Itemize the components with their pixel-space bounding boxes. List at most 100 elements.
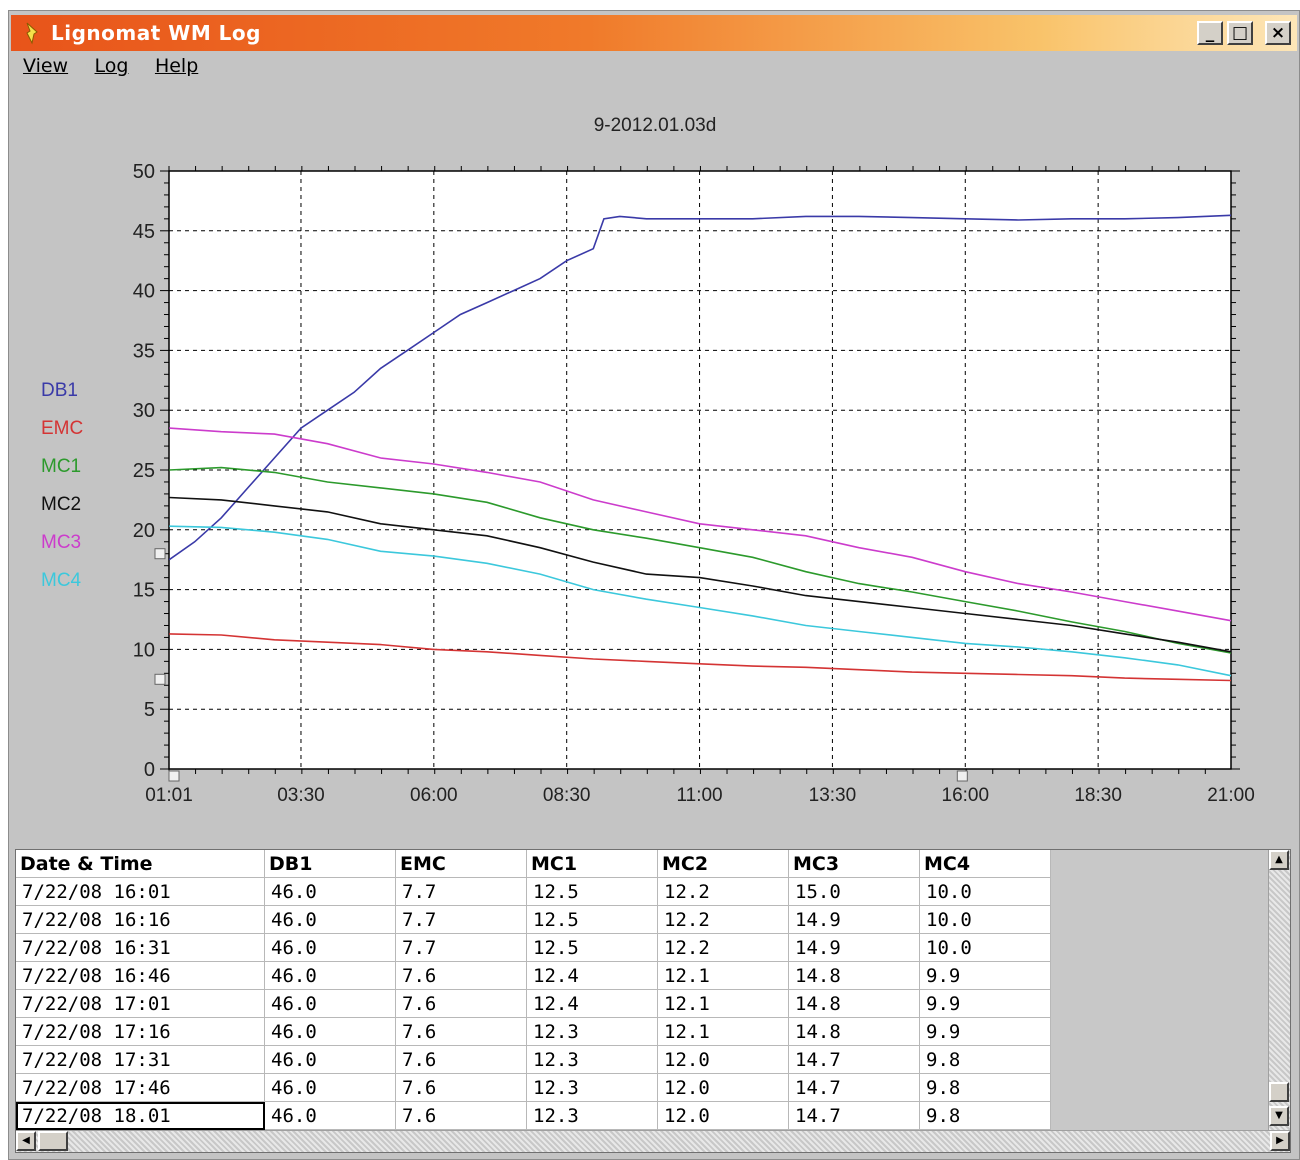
column-header-mc3[interactable]: MC3 <box>788 850 920 878</box>
scroll-down-icon[interactable]: ▼ <box>1269 1106 1289 1126</box>
table-cell[interactable]: 46.0 <box>264 989 396 1018</box>
table-cell[interactable]: 12.3 <box>526 1045 658 1074</box>
table-cell[interactable]: 7.6 <box>395 961 527 990</box>
y-tick-label: 20 <box>133 520 155 542</box>
table-cell[interactable]: 14.9 <box>788 933 920 962</box>
table-cell[interactable]: 12.2 <box>657 905 789 934</box>
table-row[interactable]: 7/22/08 17:16 46.0 7.6 12.3 12.1 14.8 9.9 <box>16 1017 1051 1046</box>
table-cell[interactable]: 12.3 <box>526 1017 658 1046</box>
table-cell[interactable]: 12.1 <box>657 1017 789 1046</box>
table-row[interactable]: 7/22/08 17:01 46.0 7.6 12.4 12.1 14.8 9.9 <box>16 989 1051 1018</box>
table-cell[interactable]: 12.3 <box>526 1073 658 1102</box>
column-header-date-time[interactable]: Date & Time <box>16 850 265 878</box>
table-cell[interactable]: 12.5 <box>526 933 658 962</box>
table-cell[interactable]: 7.6 <box>395 1073 527 1102</box>
table-cell[interactable]: 12.5 <box>526 877 658 906</box>
series-line-emc <box>169 633 1232 682</box>
table-cell[interactable]: 46.0 <box>264 961 396 990</box>
horizontal-scrollbar[interactable]: ◀ ▶ <box>16 1130 1290 1152</box>
column-header-db1[interactable]: DB1 <box>264 850 396 878</box>
table-cell[interactable]: 7/22/08 16:31 <box>16 933 265 962</box>
column-header-emc[interactable]: EMC <box>395 850 527 878</box>
table-cell[interactable]: 12.2 <box>657 933 789 962</box>
table-cell[interactable]: 9.8 <box>919 1073 1051 1102</box>
table-row[interactable]: 7/22/08 18.01 46.0 7.6 12.3 12.0 14.7 9.8 <box>16 1101 1051 1130</box>
x-tick-label: 16:00 <box>942 785 990 806</box>
scroll-right-icon[interactable]: ▶ <box>1270 1131 1290 1151</box>
table-row[interactable]: 7/22/08 17:46 46.0 7.6 12.3 12.0 14.7 9.8 <box>16 1073 1051 1102</box>
table-cell[interactable]: 46.0 <box>264 905 396 934</box>
table-cell[interactable]: 12.4 <box>526 989 658 1018</box>
table-cell[interactable]: 7/22/08 17:31 <box>16 1045 265 1074</box>
table-cell[interactable]: 7.6 <box>395 1045 527 1074</box>
table-cell[interactable]: 9.9 <box>919 989 1051 1018</box>
menu-view[interactable]: View <box>23 55 68 77</box>
column-header-mc2[interactable]: MC2 <box>657 850 789 878</box>
y-tick-label: 0 <box>144 759 155 781</box>
table-cell[interactable]: 14.8 <box>788 1017 920 1046</box>
table-row[interactable]: 7/22/08 17:31 46.0 7.6 12.3 12.0 14.7 9.8 <box>16 1045 1051 1074</box>
table-cell[interactable]: 7/22/08 18.01 <box>16 1101 265 1130</box>
table-cell[interactable]: 14.7 <box>788 1073 920 1102</box>
table-cell[interactable]: 14.8 <box>788 989 920 1018</box>
table-cell[interactable]: 7.6 <box>395 1017 527 1046</box>
table-cell[interactable]: 14.7 <box>788 1045 920 1074</box>
table-row[interactable]: 7/22/08 16:16 46.0 7.7 12.5 12.2 14.9 10.0 <box>16 905 1051 934</box>
table-cell[interactable]: 12.4 <box>526 961 658 990</box>
table-cell[interactable]: 7.6 <box>395 989 527 1018</box>
maximize-button[interactable]: □ <box>1227 21 1253 45</box>
table-cell[interactable]: 12.0 <box>657 1073 789 1102</box>
column-header-mc1[interactable]: MC1 <box>526 850 658 878</box>
scroll-left-icon[interactable]: ◀ <box>16 1131 36 1151</box>
table-cell[interactable]: 7/22/08 17:46 <box>16 1073 265 1102</box>
table-cell[interactable]: 12.2 <box>657 877 789 906</box>
series-line-mc2 <box>169 496 1232 653</box>
table-cell[interactable]: 12.1 <box>657 961 789 990</box>
title-bar[interactable]: Lignomat WM Log _ □ × <box>11 15 1297 51</box>
table-cell[interactable]: 7.7 <box>395 933 527 962</box>
legend-entry-emc: EMC <box>41 418 83 439</box>
table-cell[interactable]: 12.0 <box>657 1045 789 1074</box>
table-cell[interactable]: 9.8 <box>919 1101 1051 1130</box>
table-cell[interactable]: 9.9 <box>919 1017 1051 1046</box>
table-cell[interactable]: 7.7 <box>395 905 527 934</box>
table-cell[interactable]: 7/22/08 17:16 <box>16 1017 265 1046</box>
table-cell[interactable]: 7/22/08 16:16 <box>16 905 265 934</box>
horizontal-scroll-thumb[interactable] <box>38 1131 68 1151</box>
table-row[interactable]: 7/22/08 16:31 46.0 7.7 12.5 12.2 14.9 10.0 <box>16 933 1051 962</box>
table-cell[interactable]: 10.0 <box>919 905 1051 934</box>
table-cell[interactable]: 12.0 <box>657 1101 789 1130</box>
table-cell[interactable]: 46.0 <box>264 1017 396 1046</box>
table-cell[interactable]: 12.3 <box>526 1101 658 1130</box>
table-cell[interactable]: 46.0 <box>264 1045 396 1074</box>
table-cell[interactable]: 46.0 <box>264 933 396 962</box>
vertical-scrollbar[interactable]: ▲ ▼ <box>1268 850 1290 1130</box>
table-cell[interactable]: 7/22/08 16:01 <box>16 877 265 906</box>
table-cell[interactable]: 10.0 <box>919 933 1051 962</box>
table-cell[interactable]: 15.0 <box>788 877 920 906</box>
table-cell[interactable]: 7/22/08 17:01 <box>16 989 265 1018</box>
table-cell[interactable]: 7.7 <box>395 877 527 906</box>
table-cell[interactable]: 14.9 <box>788 905 920 934</box>
table-row[interactable]: 7/22/08 16:46 46.0 7.6 12.4 12.1 14.8 9.9 <box>16 961 1051 990</box>
table-cell[interactable]: 14.7 <box>788 1101 920 1130</box>
table-cell[interactable]: 46.0 <box>264 877 396 906</box>
table-row[interactable]: 7/22/08 16:01 46.0 7.7 12.5 12.2 15.0 10.0 <box>16 877 1051 906</box>
table-cell[interactable]: 10.0 <box>919 877 1051 906</box>
table-cell[interactable]: 14.8 <box>788 961 920 990</box>
table-cell[interactable]: 12.1 <box>657 989 789 1018</box>
table-cell[interactable]: 7/22/08 16:46 <box>16 961 265 990</box>
table-cell[interactable]: 9.8 <box>919 1045 1051 1074</box>
table-cell[interactable]: 12.5 <box>526 905 658 934</box>
menu-help[interactable]: Help <box>155 55 198 77</box>
close-button[interactable]: × <box>1265 21 1291 45</box>
table-cell[interactable]: 7.6 <box>395 1101 527 1130</box>
scroll-up-icon[interactable]: ▲ <box>1269 850 1289 870</box>
menu-log[interactable]: Log <box>95 55 129 77</box>
table-cell[interactable]: 9.9 <box>919 961 1051 990</box>
column-header-mc4[interactable]: MC4 <box>919 850 1051 878</box>
minimize-button[interactable]: _ <box>1197 21 1223 45</box>
table-cell[interactable]: 46.0 <box>264 1073 396 1102</box>
scroll-thumb[interactable] <box>1269 1082 1289 1102</box>
table-cell[interactable]: 46.0 <box>264 1101 396 1130</box>
